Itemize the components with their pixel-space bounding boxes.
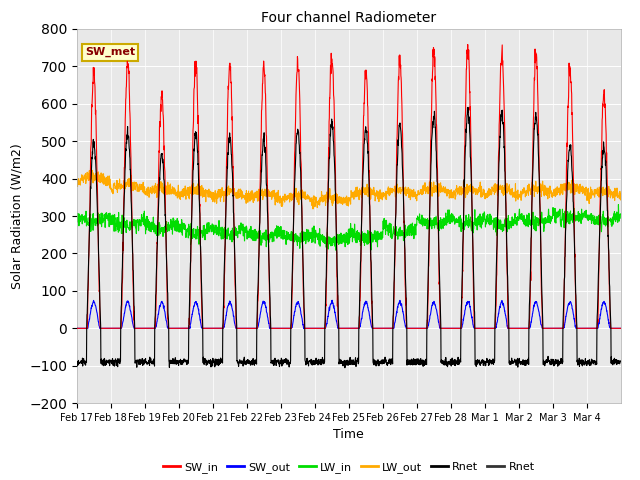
Text: SW_met: SW_met xyxy=(85,47,135,57)
Title: Four channel Radiometer: Four channel Radiometer xyxy=(261,11,436,25)
Legend: SW_in, SW_out, LW_in, LW_out, Rnet, Rnet: SW_in, SW_out, LW_in, LW_out, Rnet, Rnet xyxy=(159,457,539,477)
Y-axis label: Solar Radiation (W/m2): Solar Radiation (W/m2) xyxy=(10,143,24,289)
X-axis label: Time: Time xyxy=(333,429,364,442)
